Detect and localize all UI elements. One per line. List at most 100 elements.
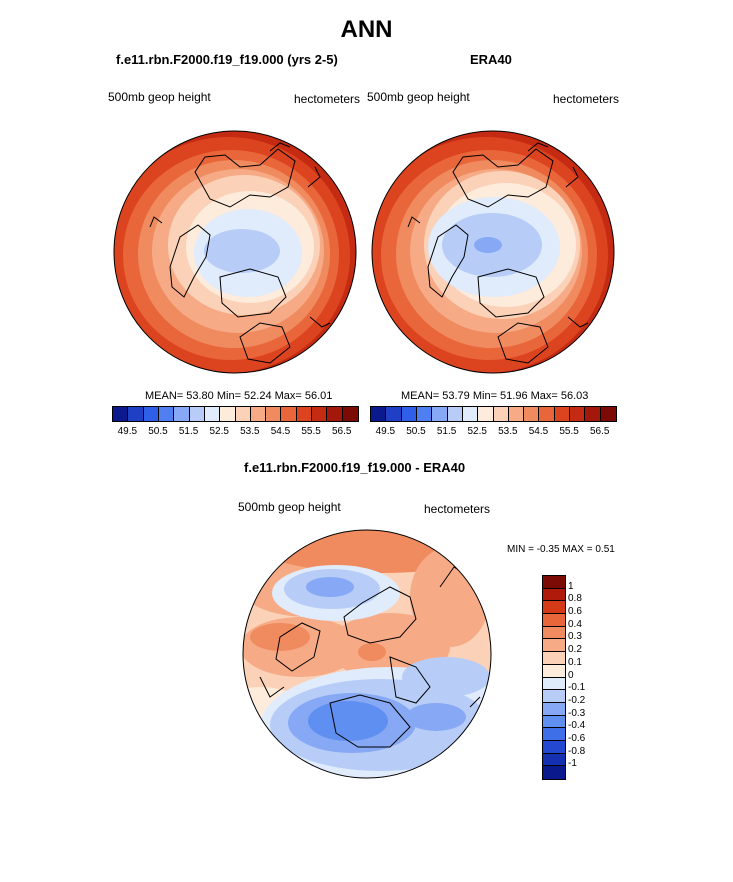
colorbar-swatch	[524, 407, 540, 421]
colorbar-tick-label: -0.8	[568, 745, 586, 757]
colorbar-tick-label: -0.4	[568, 720, 586, 732]
colorbar-tick-label: 51.5	[178, 426, 199, 437]
colorbar-swatch	[312, 407, 328, 421]
colorbar-tick-label: 55.5	[301, 426, 321, 437]
colorbar-swatch	[478, 407, 494, 421]
colorbar-swatch	[543, 728, 565, 741]
colorbar-tick-label: 0.4	[568, 618, 582, 630]
panel1-colorbar-labels: 49.5 50.5 51.5 52.5 53.5 54.5 55.5 56.5	[112, 426, 357, 438]
colorbar-swatch	[543, 576, 565, 589]
panel2-polar-map	[371, 130, 615, 374]
colorbar-swatch	[543, 626, 565, 640]
colorbar-tick-label: -0.6	[568, 732, 586, 744]
colorbar-swatch	[204, 407, 221, 421]
panel2-stats: MEAN= 53.79 Min= 51.96 Max= 56.03	[401, 390, 589, 402]
colorbar-swatch	[235, 407, 251, 421]
colorbar-swatch	[600, 407, 616, 421]
colorbar-swatch	[401, 407, 417, 421]
colorbar-swatch	[447, 407, 463, 421]
colorbar-swatch	[543, 740, 565, 754]
colorbar-swatch	[543, 639, 565, 653]
panel2-colorbar-labels: 49.5 50.5 51.5 52.5 53.5 54.5 55.5 56.5	[370, 426, 615, 438]
panel2-title: ERA40	[470, 52, 512, 67]
panel1-title: f.e11.rbn.F2000.f19_f19.000 (yrs 2-5)	[116, 52, 338, 67]
diff-units-label: hectometers	[424, 502, 491, 516]
colorbar-swatch	[543, 664, 565, 678]
panel1-units-label: hectometers	[294, 92, 361, 106]
diff-panel-title: f.e11.rbn.F2000.f19_f19.000 - ERA40	[244, 460, 466, 475]
colorbar-swatch	[189, 407, 205, 421]
colorbar-tick-label: 56.5	[589, 426, 610, 437]
colorbar-tick-label: 53.5	[498, 426, 518, 437]
colorbar-tick-label: 52.5	[209, 426, 229, 437]
colorbar-swatch	[543, 588, 565, 602]
colorbar-swatch	[296, 407, 313, 421]
panel2-variable-label: 500mb geop height	[367, 90, 470, 104]
colorbar-swatch	[342, 407, 358, 421]
colorbar-swatch	[386, 407, 402, 421]
colorbar-swatch	[543, 715, 565, 729]
panel1-colorbar	[112, 406, 359, 422]
colorbar-swatch	[570, 407, 586, 421]
colorbar-tick-label: 0.8	[568, 593, 582, 605]
diff-variable-label: 500mb geop height	[238, 500, 341, 514]
colorbar-tick-label: 56.5	[331, 426, 352, 437]
panel1-variable-label: 500mb geop height	[108, 90, 211, 104]
colorbar-tick-label: 0.1	[568, 656, 582, 668]
colorbar-swatch	[554, 407, 571, 421]
colorbar-swatch	[543, 753, 565, 767]
colorbar-tick-label: 52.5	[467, 426, 487, 437]
colorbar-swatch	[250, 407, 267, 421]
colorbar-tick-label: 49.5	[117, 426, 138, 437]
colorbar-tick-label: -0.2	[568, 694, 586, 706]
colorbar-swatch	[539, 407, 555, 421]
panel1-stats: MEAN= 53.80 Min= 52.24 Max= 56.01	[145, 390, 333, 402]
diff-polar-map	[242, 529, 492, 779]
colorbar-swatch	[174, 407, 190, 421]
colorbar-swatch	[113, 407, 129, 421]
colorbar-tick-label: -0.3	[568, 707, 586, 719]
colorbar-tick-label: 54.5	[528, 426, 549, 437]
colorbar-swatch	[462, 407, 479, 421]
colorbar-tick-label: -1	[568, 758, 577, 770]
colorbar-swatch	[543, 652, 565, 665]
colorbar-tick-label: 1	[568, 580, 574, 592]
colorbar-tick-label: 0	[568, 669, 574, 681]
panel2-units-label: hectometers	[553, 92, 620, 106]
colorbar-swatch	[266, 407, 282, 421]
colorbar-tick-label: 55.5	[559, 426, 579, 437]
colorbar-swatch	[585, 407, 601, 421]
colorbar-tick-label: 53.5	[240, 426, 260, 437]
colorbar-swatch	[220, 407, 236, 421]
colorbar-swatch	[493, 407, 509, 421]
colorbar-swatch	[543, 677, 565, 691]
figure-title: ANN	[340, 16, 393, 43]
panel1-polar-map	[113, 130, 357, 374]
panel2-colorbar	[370, 406, 617, 422]
colorbar-tick-label: 54.5	[270, 426, 291, 437]
colorbar-swatch	[432, 407, 448, 421]
colorbar-swatch	[327, 407, 343, 421]
colorbar-swatch	[128, 407, 144, 421]
colorbar-tick-label: 0.6	[568, 606, 582, 618]
diff-colorbar-labels: 1 0.8 0.6 0.4 0.3 0.2 0.1 0 -0.1 -0.2 -0.3 -0.4 -0.6…	[568, 575, 598, 778]
colorbar-swatch	[281, 407, 297, 421]
colorbar-swatch	[416, 407, 433, 421]
colorbar-tick-label: 51.5	[436, 426, 457, 437]
colorbar-swatch	[543, 614, 565, 627]
colorbar-tick-label: 50.5	[406, 426, 426, 437]
diff-minmax-stats: MIN = -0.35 MAX = 0.51	[507, 544, 615, 555]
colorbar-tick-label: 50.5	[148, 426, 168, 437]
colorbar-tick-label: 0.3	[568, 631, 582, 643]
colorbar-swatch	[543, 766, 565, 779]
colorbar-tick-label: -0.1	[568, 682, 586, 694]
colorbar-swatch	[508, 407, 525, 421]
colorbar-swatch	[158, 407, 175, 421]
colorbar-swatch	[143, 407, 159, 421]
colorbar-tick-label: 49.5	[375, 426, 396, 437]
colorbar-swatch	[543, 690, 565, 703]
colorbar-swatch	[371, 407, 387, 421]
diff-colorbar	[542, 575, 566, 780]
colorbar-swatch	[543, 702, 565, 716]
colorbar-tick-label: 0.2	[568, 644, 582, 656]
